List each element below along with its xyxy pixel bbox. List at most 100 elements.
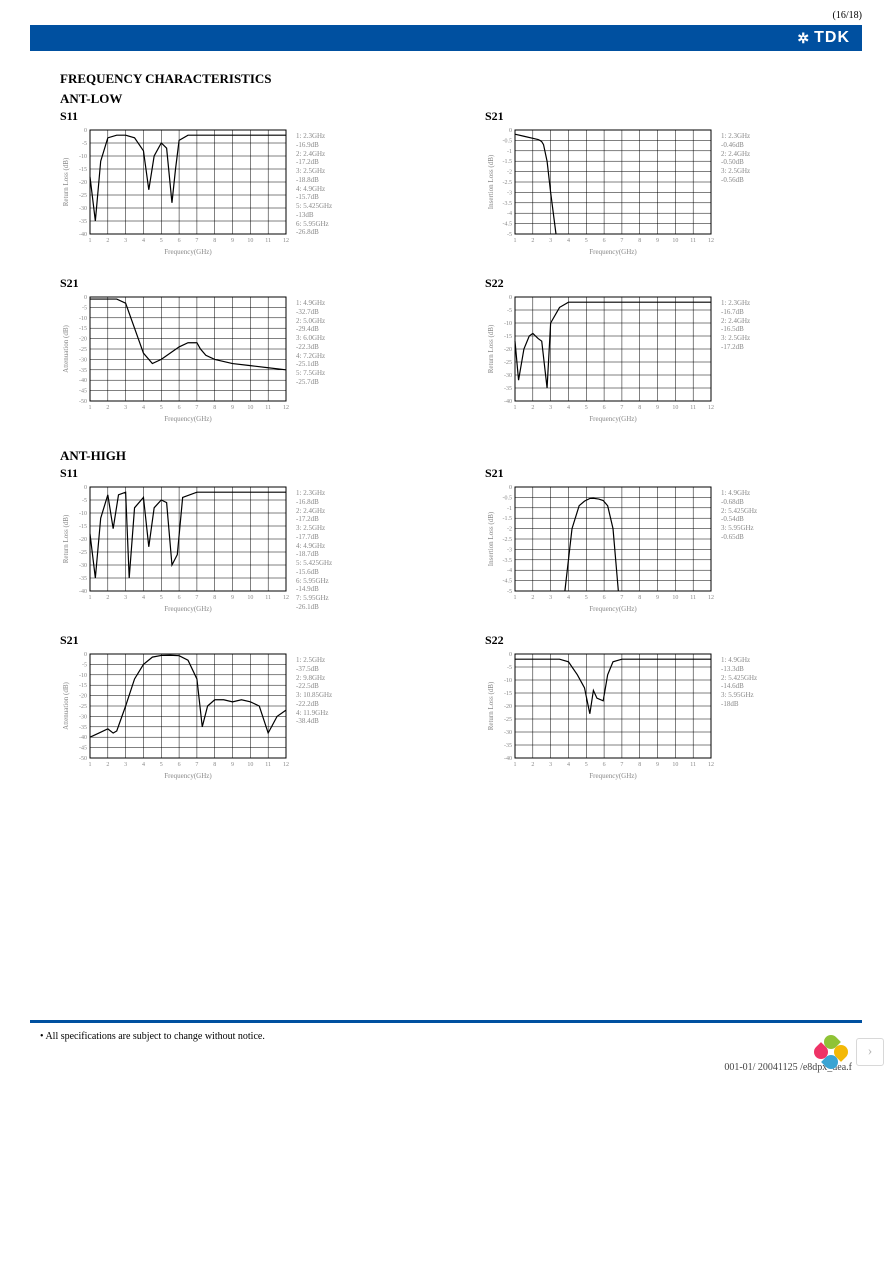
svg-text:3: 3 xyxy=(124,405,127,411)
chart-svg: 123456789101112-40-35-30-25-20-15-10-50F… xyxy=(485,293,715,423)
marker-line: 3: 2.5GHz xyxy=(296,524,332,533)
svg-text:-5: -5 xyxy=(507,232,512,238)
chart-svg: 123456789101112-40-35-30-25-20-15-10-50F… xyxy=(485,650,715,780)
anthigh-row1: S11123456789101112-40-35-30-25-20-15-10-… xyxy=(60,466,832,618)
chart-plot: 123456789101112-5-4.5-4-3.5-3-2.5-2-1.5-… xyxy=(485,483,715,618)
marker-line: -26.1dB xyxy=(296,603,332,612)
chart-svg: 123456789101112-40-35-30-25-20-15-10-50F… xyxy=(60,126,290,256)
svg-text:-40: -40 xyxy=(79,378,87,384)
svg-text:2: 2 xyxy=(531,405,534,411)
svg-text:-1: -1 xyxy=(507,506,512,512)
marker-line: -17.7dB xyxy=(296,533,332,542)
chart-title: S21 xyxy=(60,633,405,648)
marker-line: -38.4dB xyxy=(296,717,332,726)
svg-text:4: 4 xyxy=(142,238,145,244)
svg-text:-10: -10 xyxy=(79,316,87,322)
chart-title: S22 xyxy=(485,276,830,291)
marker-line: 1: 2.5GHz xyxy=(296,656,332,665)
svg-text:8: 8 xyxy=(638,238,641,244)
svg-text:-45: -45 xyxy=(79,746,87,752)
chart-plot: 123456789101112-40-35-30-25-20-15-10-50F… xyxy=(60,126,290,261)
marker-line: 1: 2.3GHz xyxy=(296,489,332,498)
svg-text:-35: -35 xyxy=(79,725,87,731)
chart-plot: 123456789101112-50-45-40-35-30-25-20-15-… xyxy=(60,293,290,428)
svg-text:6: 6 xyxy=(178,238,181,244)
antlow-row2: S21123456789101112-50-45-40-35-30-25-20-… xyxy=(60,276,832,428)
svg-text:Frequency(GHz): Frequency(GHz) xyxy=(589,248,637,256)
chart-anthigh-s21-top: S21123456789101112-5-4.5-4-3.5-3-2.5-2-1… xyxy=(485,466,830,618)
page: (16/18) ✲ TDK FREQUENCY CHARACTERISTICS … xyxy=(0,0,892,1073)
svg-text:2: 2 xyxy=(531,762,534,768)
svg-text:-50: -50 xyxy=(79,399,87,405)
section-antlow-title: ANT-LOW xyxy=(60,91,832,107)
chart-title: S21 xyxy=(485,466,830,481)
marker-line: 5: 5.425GHz xyxy=(296,559,332,568)
svg-text:10: 10 xyxy=(672,762,678,768)
marker-line: -18dB xyxy=(721,700,757,709)
svg-text:7: 7 xyxy=(620,595,623,601)
header-bar: ✲ TDK xyxy=(30,25,862,51)
svg-text:-30: -30 xyxy=(504,373,512,379)
svg-text:-35: -35 xyxy=(79,368,87,374)
svg-text:-15: -15 xyxy=(79,683,87,689)
svg-text:5: 5 xyxy=(160,762,163,768)
marker-line: -13.3dB xyxy=(721,665,757,674)
svg-text:1: 1 xyxy=(89,238,92,244)
svg-text:-20: -20 xyxy=(79,537,87,543)
antlow-row1: S11123456789101112-40-35-30-25-20-15-10-… xyxy=(60,109,832,261)
svg-text:-5: -5 xyxy=(82,498,87,504)
svg-text:Attenuation (dB): Attenuation (dB) xyxy=(62,682,70,730)
marker-line: -15.7dB xyxy=(296,193,332,202)
pinwheel-icon[interactable] xyxy=(814,1035,848,1069)
marker-line: 3: 5.95GHz xyxy=(721,524,757,533)
main-title: FREQUENCY CHARACTERISTICS xyxy=(60,71,832,87)
svg-text:6: 6 xyxy=(603,405,606,411)
svg-text:-20: -20 xyxy=(79,694,87,700)
svg-text:4: 4 xyxy=(567,762,570,768)
marker-line: -25.1dB xyxy=(296,360,325,369)
svg-text:12: 12 xyxy=(708,405,714,411)
svg-text:9: 9 xyxy=(231,238,234,244)
content-area: FREQUENCY CHARACTERISTICS ANT-LOW S11123… xyxy=(0,71,892,1020)
svg-text:4: 4 xyxy=(567,238,570,244)
svg-text:-40: -40 xyxy=(504,756,512,762)
chart-plot: 123456789101112-40-35-30-25-20-15-10-50F… xyxy=(60,483,290,618)
svg-text:Return Loss (dB): Return Loss (dB) xyxy=(62,157,70,206)
svg-text:-35: -35 xyxy=(504,386,512,392)
svg-text:9: 9 xyxy=(656,595,659,601)
marker-line: -22.5dB xyxy=(296,682,332,691)
svg-text:11: 11 xyxy=(690,405,696,411)
chart-plot: 123456789101112-40-35-30-25-20-15-10-50F… xyxy=(485,650,715,785)
svg-text:1: 1 xyxy=(514,405,517,411)
svg-text:12: 12 xyxy=(708,762,714,768)
svg-text:10: 10 xyxy=(247,405,253,411)
svg-text:5: 5 xyxy=(585,762,588,768)
marker-line: -15.6dB xyxy=(296,568,332,577)
svg-text:2: 2 xyxy=(531,238,534,244)
marker-line: 2: 5.0GHz xyxy=(296,317,325,326)
next-page-button[interactable]: › xyxy=(856,1038,884,1066)
chart-anthigh-s21-bot: S21123456789101112-50-45-40-35-30-25-20-… xyxy=(60,633,405,785)
svg-text:-4.5: -4.5 xyxy=(503,222,513,228)
svg-text:8: 8 xyxy=(638,762,641,768)
svg-text:0: 0 xyxy=(509,652,512,658)
marker-line: -14.9dB xyxy=(296,585,332,594)
marker-line: 3: 6.0GHz xyxy=(296,334,325,343)
marker-line: 2: 2.4GHz xyxy=(296,150,332,159)
svg-text:-2.5: -2.5 xyxy=(503,180,513,186)
svg-text:3: 3 xyxy=(549,595,552,601)
svg-text:9: 9 xyxy=(656,405,659,411)
svg-text:5: 5 xyxy=(160,595,163,601)
marker-line: -22.3dB xyxy=(296,343,325,352)
svg-text:3: 3 xyxy=(124,238,127,244)
svg-text:11: 11 xyxy=(265,595,271,601)
marker-line: -0.65dB xyxy=(721,533,757,542)
marker-line: -17.2dB xyxy=(296,515,332,524)
marker-line: 1: 4.9GHz xyxy=(721,656,757,665)
svg-text:10: 10 xyxy=(247,762,253,768)
svg-text:1: 1 xyxy=(514,238,517,244)
marker-line: 6: 5.95GHz xyxy=(296,577,332,586)
svg-text:12: 12 xyxy=(283,595,289,601)
svg-text:2: 2 xyxy=(531,595,534,601)
chart-svg: 123456789101112-50-45-40-35-30-25-20-15-… xyxy=(60,650,290,780)
